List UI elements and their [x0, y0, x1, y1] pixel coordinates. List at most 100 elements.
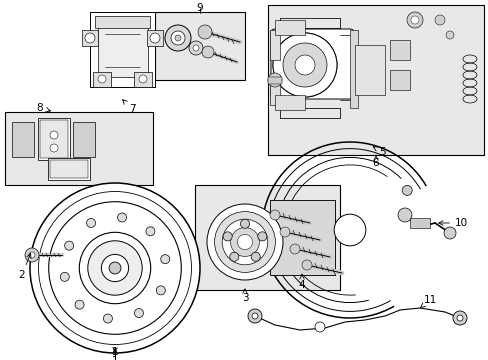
Circle shape: [206, 204, 283, 280]
Text: 9: 9: [196, 3, 203, 13]
Circle shape: [434, 15, 444, 25]
Text: 6: 6: [372, 155, 379, 168]
Circle shape: [75, 300, 84, 309]
Circle shape: [64, 241, 74, 250]
Circle shape: [109, 262, 121, 274]
Bar: [73, 122, 95, 157]
Bar: [95, 16, 150, 28]
Circle shape: [314, 322, 325, 332]
Circle shape: [294, 55, 314, 75]
Circle shape: [25, 248, 39, 262]
Circle shape: [175, 35, 181, 41]
Bar: [50, 160, 88, 178]
Bar: [409, 218, 429, 228]
Circle shape: [50, 131, 58, 139]
Text: 11: 11: [420, 295, 436, 307]
Text: 3: 3: [241, 289, 248, 303]
Circle shape: [49, 202, 181, 334]
Circle shape: [410, 16, 418, 24]
Text: 2: 2: [19, 253, 31, 280]
Circle shape: [189, 41, 203, 55]
Circle shape: [202, 46, 214, 58]
Circle shape: [150, 33, 160, 43]
Bar: [5, 112, 153, 185]
Circle shape: [193, 45, 199, 51]
Circle shape: [251, 252, 260, 261]
Circle shape: [30, 183, 200, 353]
Bar: [48, 158, 90, 180]
Circle shape: [60, 273, 69, 282]
FancyBboxPatch shape: [270, 29, 353, 99]
Bar: [195, 185, 339, 290]
Text: 1: 1: [111, 347, 118, 357]
Bar: [93, 72, 111, 87]
Bar: [12, 122, 34, 157]
Circle shape: [86, 219, 95, 228]
Circle shape: [269, 210, 280, 220]
Bar: [389, 40, 409, 60]
Circle shape: [456, 315, 462, 321]
Circle shape: [156, 286, 165, 295]
Circle shape: [397, 208, 411, 222]
Text: 1: 1: [111, 354, 118, 360]
Bar: [269, 30, 280, 60]
Circle shape: [283, 43, 326, 87]
Circle shape: [79, 232, 150, 304]
Bar: [155, 12, 244, 80]
Bar: [147, 30, 163, 46]
Bar: [274, 20, 305, 35]
Bar: [134, 72, 152, 87]
Circle shape: [164, 25, 191, 51]
Circle shape: [88, 241, 142, 295]
Bar: [389, 70, 409, 90]
Circle shape: [452, 311, 466, 325]
Bar: [274, 95, 305, 110]
Circle shape: [257, 232, 266, 241]
Circle shape: [117, 213, 126, 222]
Text: 4: 4: [298, 274, 305, 290]
Circle shape: [272, 33, 336, 97]
Text: 5: 5: [372, 147, 386, 157]
Circle shape: [134, 309, 143, 318]
Circle shape: [229, 252, 238, 261]
Bar: [354, 45, 384, 95]
Circle shape: [280, 227, 289, 237]
Text: 7: 7: [122, 100, 135, 114]
Circle shape: [222, 219, 267, 265]
Circle shape: [223, 232, 232, 241]
Circle shape: [98, 75, 106, 83]
Circle shape: [445, 31, 453, 39]
Circle shape: [103, 314, 112, 323]
Circle shape: [50, 144, 58, 152]
Circle shape: [267, 73, 282, 87]
Circle shape: [289, 244, 299, 254]
Circle shape: [85, 33, 95, 43]
Circle shape: [198, 25, 212, 39]
Bar: [267, 77, 282, 84]
Bar: [349, 30, 357, 108]
Circle shape: [230, 228, 259, 256]
Circle shape: [29, 252, 35, 258]
Circle shape: [240, 219, 249, 228]
Bar: [40, 120, 68, 158]
Circle shape: [101, 255, 128, 282]
Circle shape: [406, 12, 422, 28]
Circle shape: [214, 212, 275, 273]
Circle shape: [333, 214, 365, 246]
Bar: [269, 200, 334, 275]
Circle shape: [283, 43, 326, 87]
Bar: [269, 75, 280, 105]
Circle shape: [145, 227, 155, 236]
Bar: [98, 22, 148, 77]
Circle shape: [39, 192, 191, 345]
Text: 8: 8: [37, 103, 50, 113]
Bar: [90, 12, 155, 87]
Circle shape: [247, 309, 262, 323]
Circle shape: [251, 313, 258, 319]
Circle shape: [443, 227, 455, 239]
Circle shape: [161, 255, 169, 264]
Circle shape: [237, 234, 252, 249]
Bar: [267, 5, 483, 155]
Text: 1: 1: [111, 356, 118, 360]
Text: 10: 10: [438, 218, 467, 228]
